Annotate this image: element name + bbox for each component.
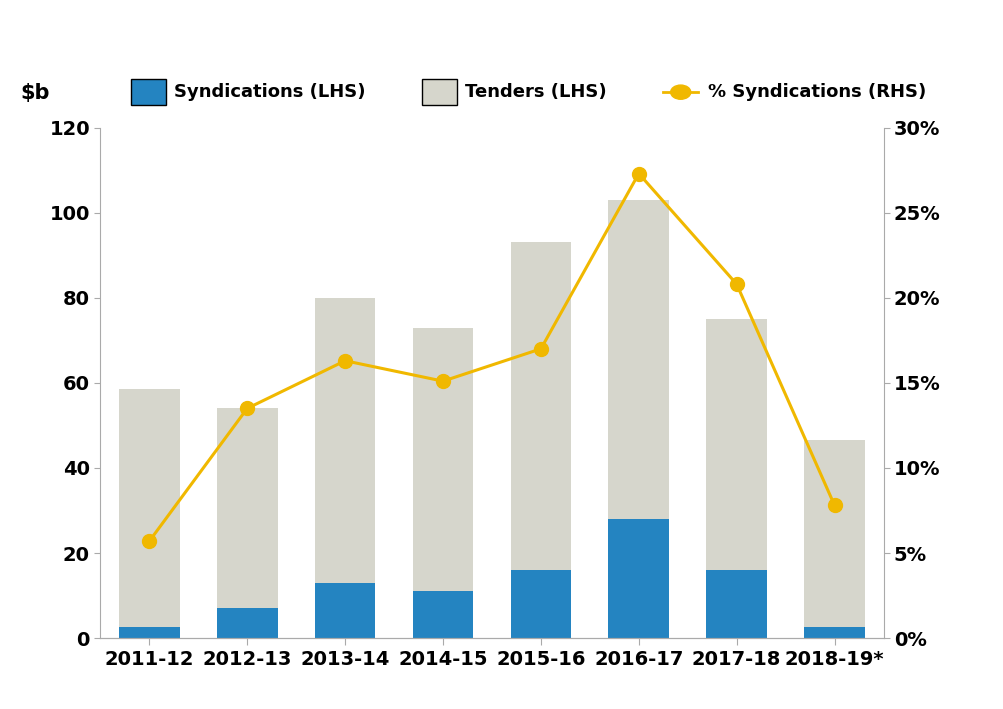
Bar — [315, 298, 375, 583]
Bar — [119, 627, 180, 638]
Text: $b: $b — [20, 83, 49, 103]
Bar — [706, 319, 766, 570]
Text: Syndications (LHS): Syndications (LHS) — [174, 83, 365, 101]
Bar — [217, 408, 277, 608]
Bar — [803, 440, 864, 627]
Bar — [412, 328, 472, 591]
Bar — [315, 583, 375, 638]
Bar — [119, 389, 180, 627]
Bar — [412, 591, 472, 638]
Bar — [217, 608, 277, 638]
Bar — [608, 200, 668, 519]
Bar — [803, 627, 864, 638]
Bar — [706, 570, 766, 638]
Text: Tenders (LHS): Tenders (LHS) — [464, 83, 606, 101]
Bar — [608, 519, 668, 638]
Bar — [511, 570, 571, 638]
Text: % Syndications (RHS): % Syndications (RHS) — [707, 83, 925, 101]
Bar — [511, 242, 571, 570]
